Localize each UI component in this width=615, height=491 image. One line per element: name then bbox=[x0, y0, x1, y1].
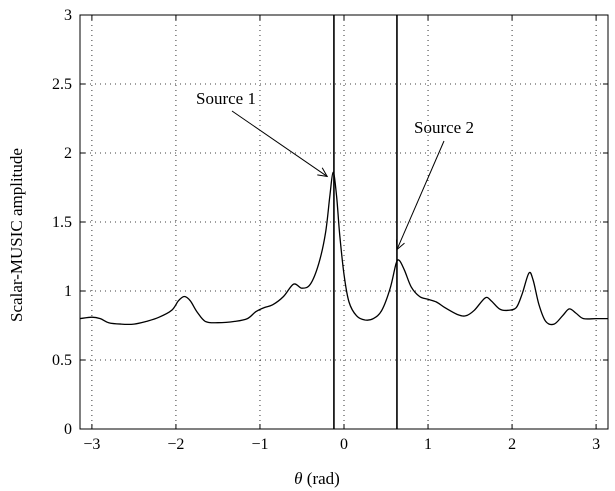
x-tick-label: 0 bbox=[340, 436, 348, 453]
y-tick-label: 2.5 bbox=[52, 76, 72, 93]
annotation-arrowhead-source-2 bbox=[396, 239, 405, 251]
annotation-arrow-source-1 bbox=[231, 110, 328, 177]
y-tick-label: 2 bbox=[64, 145, 72, 162]
annotation-arrowhead-source-1 bbox=[317, 167, 329, 178]
x-tick-label: 2 bbox=[508, 436, 516, 453]
x-tick-labels: −3 −2 −1 0 1 2 3 bbox=[83, 436, 600, 453]
annotation-source-2: Source 2 bbox=[396, 118, 474, 251]
source-lines bbox=[333, 15, 398, 429]
x-tick-label: 3 bbox=[592, 436, 600, 453]
x-axis-label: θ (rad) bbox=[294, 469, 340, 488]
annotation-arrow-source-2 bbox=[396, 140, 445, 250]
x-tick-label: 1 bbox=[424, 436, 432, 453]
y-axis-label: Scalar-MUSIC amplitude bbox=[7, 148, 26, 322]
x-tick-label: −1 bbox=[251, 436, 268, 453]
music-spectrum-line bbox=[80, 171, 608, 326]
grid bbox=[80, 14, 608, 430]
x-tick-label: −3 bbox=[83, 436, 100, 453]
y-tick-label: 1 bbox=[64, 283, 72, 300]
annotation-label-source-2: Source 2 bbox=[414, 118, 474, 137]
y-tick-labels: 0 0.5 1 1.5 2 2.5 3 bbox=[52, 7, 72, 438]
annotation-label-source-1: Source 1 bbox=[196, 89, 256, 108]
y-tick-label: 3 bbox=[64, 7, 72, 24]
y-tick-label: 0 bbox=[64, 421, 72, 438]
ticks bbox=[80, 14, 608, 430]
plot-frame bbox=[79, 14, 609, 430]
annotation-source-1: Source 1 bbox=[196, 89, 329, 178]
x-tick-label: −2 bbox=[167, 436, 184, 453]
y-tick-label: 0.5 bbox=[52, 352, 72, 369]
y-tick-label: 1.5 bbox=[52, 214, 72, 231]
